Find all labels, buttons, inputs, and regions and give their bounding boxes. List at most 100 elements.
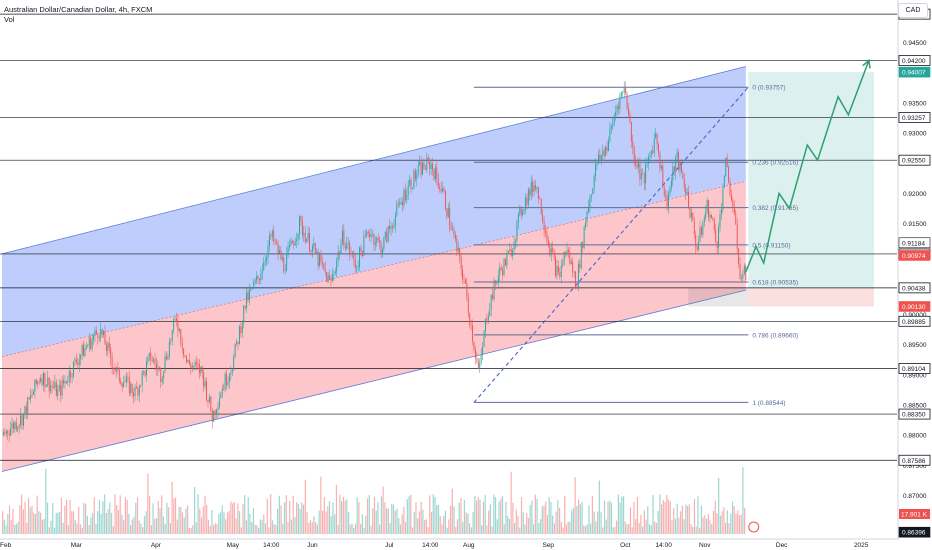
- volume-bar: [200, 517, 203, 534]
- candle-body: [47, 377, 49, 385]
- time-axis-tick-label: Mar: [71, 542, 83, 549]
- volume-bar: [358, 502, 360, 534]
- candle-body: [374, 242, 376, 245]
- candle-body: [394, 215, 396, 227]
- candle-body: [291, 240, 293, 244]
- candle-body: [609, 128, 611, 141]
- volume-bar: [669, 501, 671, 534]
- candle-body: [261, 270, 263, 274]
- price-tag: [898, 66, 931, 78]
- time-axis-tick-label: Aug: [463, 542, 475, 549]
- candle-body: [108, 343, 110, 348]
- volume-bar: [562, 527, 564, 534]
- volume-bar: [552, 515, 554, 534]
- candle-body: [577, 263, 579, 288]
- volume-bar: [114, 494, 116, 534]
- candle-body: [166, 356, 167, 360]
- candle-body: [573, 271, 575, 273]
- volume-bar: [389, 523, 391, 534]
- volume-bar: [408, 496, 410, 534]
- candle-body: [216, 410, 218, 415]
- candle-body: [446, 208, 448, 217]
- candle-body: [436, 167, 438, 179]
- candle-body: [660, 165, 662, 169]
- volume-bar: [270, 494, 272, 534]
- candle-body: [321, 261, 323, 264]
- volume-bar: [363, 527, 365, 534]
- candle-body: [90, 337, 92, 350]
- candle-body: [12, 423, 14, 429]
- volume-bar: [209, 526, 211, 534]
- volume-bar: [712, 510, 715, 534]
- candle-body: [344, 245, 346, 249]
- candle-body: [340, 243, 342, 255]
- volume-bar: [76, 523, 78, 534]
- candle-body: [743, 265, 745, 275]
- candle-body: [396, 204, 398, 216]
- candle-body: [379, 239, 381, 243]
- candle-body: [140, 385, 142, 387]
- candle-body: [349, 242, 351, 254]
- volume-bar: [124, 497, 127, 534]
- level-price-tag: [898, 154, 931, 166]
- volume-bar: [38, 511, 40, 534]
- candle-body: [370, 234, 372, 237]
- candle-body: [542, 214, 544, 222]
- volume-bar: [116, 504, 118, 534]
- time-axis-tick-label: Jul: [385, 542, 394, 549]
- candle-body: [97, 333, 99, 339]
- candle-body: [563, 252, 565, 266]
- volume-bar: [90, 517, 92, 534]
- candle-body: [33, 392, 34, 395]
- volume-bar: [149, 495, 151, 534]
- volume-bar: [588, 505, 590, 534]
- volume-bar: [81, 527, 83, 534]
- volume-bar: [318, 510, 320, 534]
- candle-body: [240, 326, 242, 334]
- volume-bar: [78, 506, 80, 534]
- volume-bar: [557, 499, 559, 534]
- volume-bar: [730, 513, 732, 534]
- fib-level-label: 0 (0.93757): [752, 85, 785, 92]
- volume-bar: [31, 505, 33, 534]
- volume-bar: [439, 516, 441, 534]
- candle-body: [173, 319, 175, 331]
- candle-body: [147, 356, 149, 362]
- volume-bar: [714, 500, 716, 534]
- candle-body: [237, 341, 239, 344]
- candle-body: [260, 273, 262, 281]
- volume-bar: [301, 502, 303, 534]
- candle-body: [649, 155, 651, 158]
- candle-body: [123, 382, 125, 387]
- volume-bar: [482, 501, 485, 534]
- candle-body: [31, 394, 33, 396]
- volume-bar: [723, 507, 725, 534]
- candle-body: [628, 108, 629, 115]
- currency-button[interactable]: CAD: [898, 3, 928, 18]
- volume-bar: [676, 503, 678, 534]
- volume-bar: [356, 497, 358, 534]
- price-axis-tick-label: 0.88500: [903, 403, 927, 410]
- candle-body: [197, 363, 199, 365]
- volume-bar: [365, 515, 367, 534]
- volume-bar: [95, 523, 97, 534]
- candle-body: [442, 188, 444, 192]
- candle-body: [482, 346, 484, 355]
- candle-body: [439, 187, 441, 189]
- candle-body: [326, 272, 328, 283]
- volume-bar: [313, 516, 315, 534]
- candle-body: [296, 239, 298, 242]
- volume-bar: [375, 510, 377, 534]
- candle-body: [520, 208, 522, 216]
- candle-body: [399, 202, 401, 205]
- candle-body: [486, 319, 488, 321]
- volume-bar: [195, 522, 197, 534]
- candle-body: [433, 170, 435, 180]
- volume-bar: [635, 519, 637, 534]
- volume-bar: [328, 501, 331, 534]
- candle-body: [427, 157, 429, 160]
- candle-body: [74, 359, 76, 362]
- candle-body: [513, 241, 515, 251]
- volume-bar: [726, 510, 728, 534]
